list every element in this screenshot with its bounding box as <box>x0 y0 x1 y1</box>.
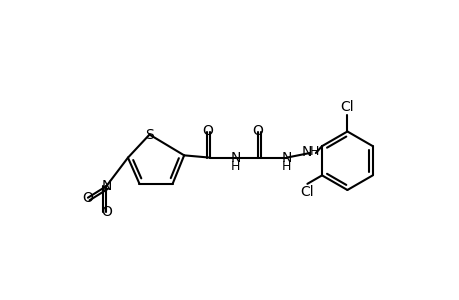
Text: Cl: Cl <box>340 100 353 114</box>
Text: O: O <box>252 124 263 138</box>
Text: O: O <box>82 191 93 205</box>
Text: N: N <box>101 179 112 193</box>
Text: N: N <box>230 152 241 165</box>
Text: H: H <box>281 160 291 172</box>
Text: Cl: Cl <box>300 184 313 199</box>
Text: O: O <box>101 205 112 219</box>
Text: H: H <box>309 145 318 158</box>
Text: S: S <box>145 128 154 142</box>
Text: N: N <box>301 145 311 158</box>
Text: H: H <box>230 160 240 172</box>
Text: O: O <box>202 124 212 138</box>
Text: N: N <box>281 152 291 165</box>
